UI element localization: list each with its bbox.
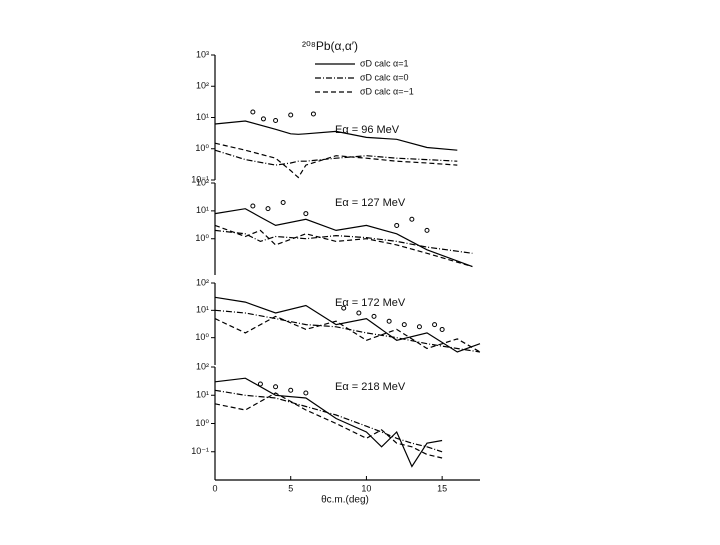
x-tick-label: 15 xyxy=(437,483,447,493)
data-point xyxy=(386,318,392,324)
curve xyxy=(214,208,473,268)
curve xyxy=(214,142,458,179)
y-tick-label: 10¹ xyxy=(196,112,209,122)
data-point xyxy=(250,203,256,209)
y-tick-label: 10¹ xyxy=(196,205,209,215)
curve xyxy=(214,392,443,459)
data-point xyxy=(273,118,279,124)
y-tick-label: 10³ xyxy=(196,49,209,59)
data-point xyxy=(394,222,400,228)
data-point xyxy=(432,322,438,328)
y-tick-label: 10¹ xyxy=(196,390,209,400)
y-tick-label: 10¹ xyxy=(196,305,209,315)
data-point xyxy=(356,310,362,316)
y-tick-label: 10⁰ xyxy=(195,332,209,342)
chart-title: ²⁰⁸Pb(α,α′) xyxy=(302,39,358,53)
data-point xyxy=(288,387,294,393)
curve xyxy=(214,389,443,453)
annotation: Eα = 96 MeV xyxy=(335,124,400,136)
annotation: Eα = 127 MeV xyxy=(335,197,406,209)
y-tick-label: 10⁰ xyxy=(195,143,209,153)
x-tick-label: 0 xyxy=(212,483,217,493)
y-tick-label: 10² xyxy=(196,177,209,187)
y-tick-label: 10⁻¹ xyxy=(191,174,209,184)
legend-label: σD calc α=0 xyxy=(360,72,409,82)
data-point xyxy=(416,324,422,330)
y-tick-label: 10² xyxy=(196,81,209,91)
data-point xyxy=(265,206,271,212)
data-point xyxy=(280,199,286,205)
data-point xyxy=(303,211,309,217)
data-point xyxy=(409,216,415,222)
legend-label: σD calc α=1 xyxy=(360,58,409,68)
y-tick-label: 10² xyxy=(196,277,209,287)
y-tick-label: 10⁰ xyxy=(195,418,209,428)
data-point xyxy=(257,381,263,387)
x-tick-label: 10 xyxy=(361,483,371,493)
data-point xyxy=(401,322,407,328)
curve xyxy=(214,377,443,468)
annotation: Eα = 172 MeV xyxy=(335,297,406,309)
annotation: Eα = 218 MeV xyxy=(335,381,406,393)
data-point xyxy=(250,109,256,115)
data-point xyxy=(371,313,377,319)
x-axis-label: θc.m.(deg) xyxy=(321,495,369,506)
data-point xyxy=(310,111,316,117)
y-tick-label: 10⁻¹ xyxy=(191,446,209,456)
curve xyxy=(214,296,481,353)
data-point xyxy=(424,227,430,233)
data-point xyxy=(273,384,279,390)
data-point xyxy=(288,112,294,118)
data-point xyxy=(341,305,347,311)
data-point xyxy=(439,326,445,332)
curve xyxy=(214,229,473,254)
y-tick-label: 10² xyxy=(196,361,209,371)
curve xyxy=(214,224,473,268)
legend-label: σD calc α=−1 xyxy=(360,86,414,96)
curve xyxy=(214,309,481,353)
y-tick-label: 10⁰ xyxy=(195,233,209,243)
curve xyxy=(214,315,481,353)
curve xyxy=(214,149,458,166)
data-point xyxy=(303,390,309,396)
curve xyxy=(214,120,458,151)
x-tick-label: 5 xyxy=(288,483,293,493)
data-point xyxy=(260,116,266,122)
